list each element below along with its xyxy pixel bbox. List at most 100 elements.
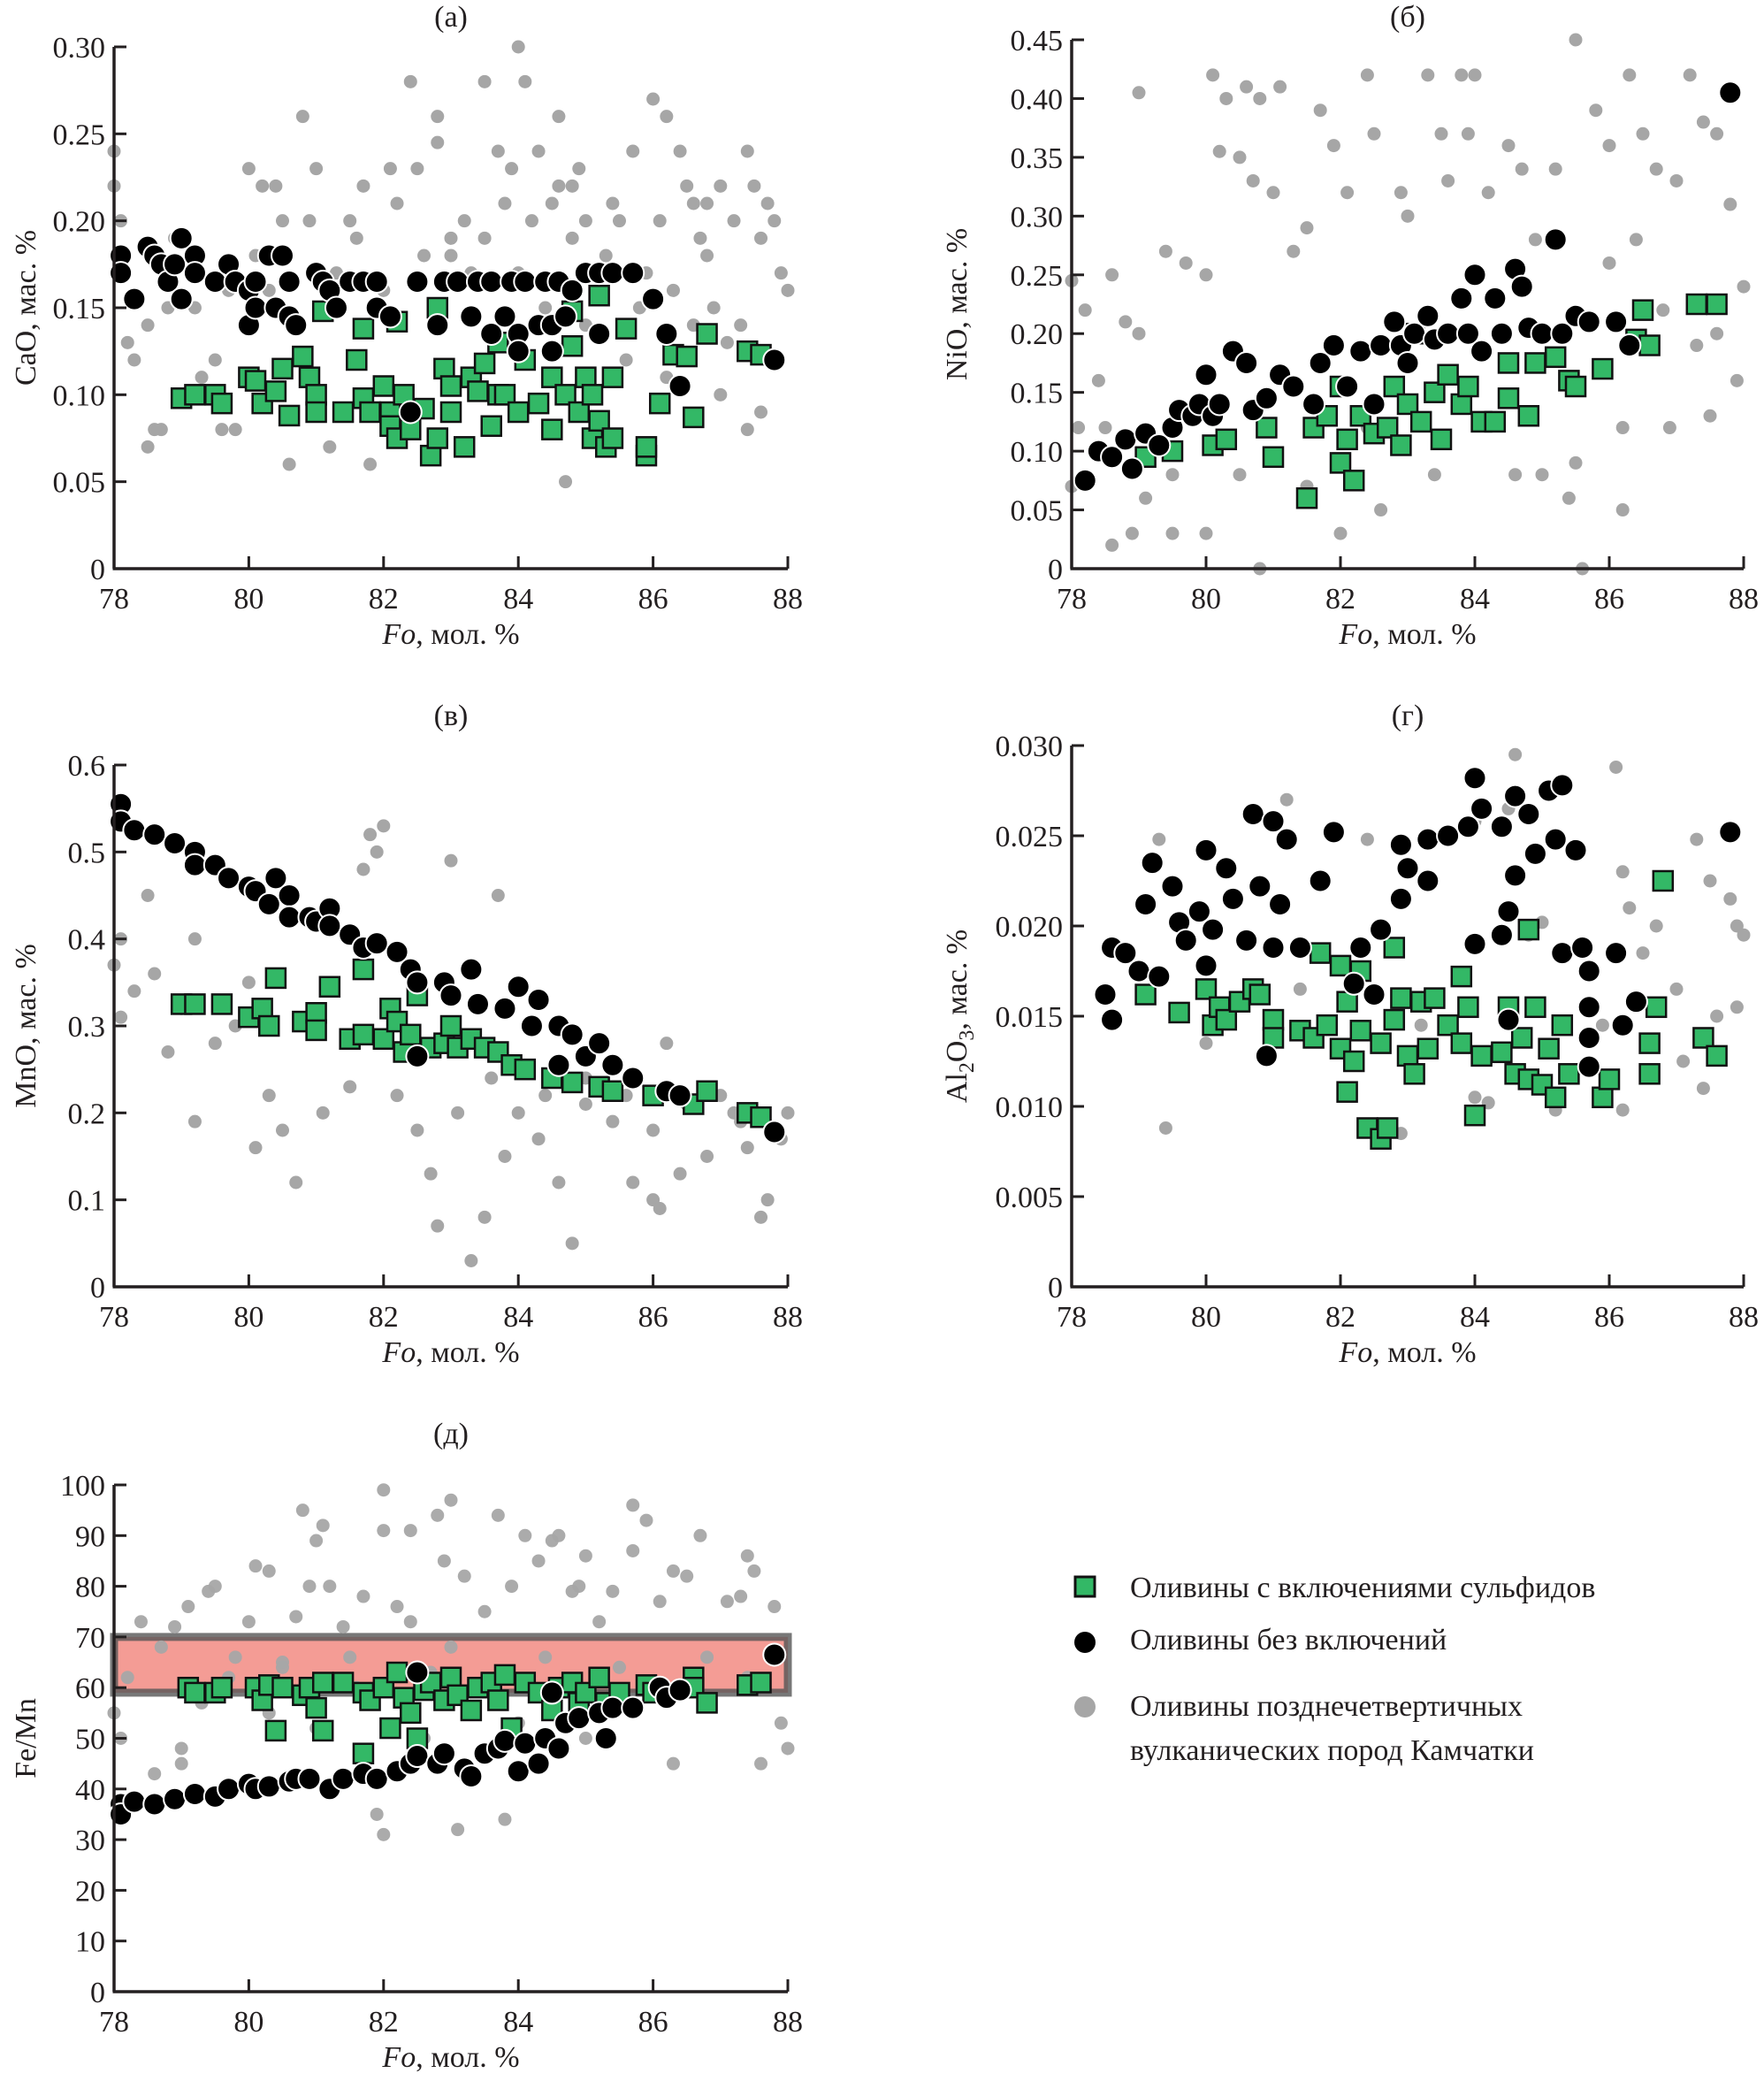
point-kamchatka <box>505 1580 519 1594</box>
point-kamchatka <box>734 1589 748 1603</box>
point-kamchatka <box>390 1600 404 1614</box>
point-kamchatka <box>431 110 445 124</box>
point-kamchatka <box>1730 373 1744 387</box>
point-kamchatka <box>1158 244 1172 258</box>
y-tick-label: 0.30 <box>1011 201 1064 233</box>
point-kamchatka <box>1629 233 1643 247</box>
point-kamchatka <box>1199 1037 1213 1051</box>
point-no-inclusion <box>405 270 430 294</box>
point-sulfide <box>1168 1001 1190 1024</box>
point-sulfide <box>264 1719 287 1742</box>
legend-marker-sulfide <box>1073 1575 1096 1598</box>
point-kamchatka <box>781 283 795 297</box>
point-sulfide <box>1342 470 1365 492</box>
point-kamchatka <box>592 1615 607 1629</box>
point-kamchatka <box>457 214 471 228</box>
point-kamchatka <box>1710 126 1724 141</box>
point-kamchatka <box>1690 832 1704 846</box>
point-no-inclusion <box>1617 333 1642 358</box>
point-kamchatka <box>181 1600 195 1614</box>
point-sulfide <box>346 348 368 371</box>
y-tick-label: 0 <box>1048 1272 1063 1304</box>
point-kamchatka <box>734 318 748 333</box>
point-sulfide <box>696 323 718 345</box>
point-sulfide <box>1598 1068 1621 1090</box>
point-sulfide <box>1134 983 1157 1006</box>
point-no-inclusion <box>1241 802 1265 827</box>
point-kamchatka <box>174 1741 188 1756</box>
x-tick-label: 88 <box>773 583 803 616</box>
point-sulfide <box>439 375 462 397</box>
point-kamchatka <box>686 196 700 210</box>
point-sulfide <box>561 1071 584 1094</box>
point-sulfide <box>588 409 610 432</box>
point-sulfide <box>1638 1032 1661 1054</box>
point-kamchatka <box>1132 326 1146 340</box>
point-kamchatka <box>559 475 573 489</box>
point-kamchatka <box>302 214 317 228</box>
point-kamchatka <box>505 162 519 176</box>
point-no-inclusion <box>1543 227 1568 252</box>
point-sulfide <box>696 1080 718 1102</box>
point-kamchatka <box>1710 1009 1724 1023</box>
point-sulfide <box>683 406 705 429</box>
point-sulfide <box>1517 404 1540 427</box>
point-kamchatka <box>1179 256 1193 270</box>
point-sulfide <box>1564 375 1587 398</box>
point-kamchatka <box>148 1767 162 1781</box>
point-sulfide <box>1497 352 1520 374</box>
y-tick-label: 0.005 <box>996 1182 1064 1214</box>
point-kamchatka <box>464 1254 478 1267</box>
series-green-square <box>1134 293 1728 509</box>
point-sulfide <box>1329 452 1352 474</box>
point-kamchatka <box>552 1175 566 1190</box>
point-sulfide <box>305 401 327 424</box>
point-kamchatka <box>714 179 728 193</box>
point-sulfide <box>1517 918 1540 941</box>
point-no-inclusion <box>1550 321 1575 346</box>
point-sulfide <box>1316 1014 1339 1037</box>
point-kamchatka <box>1669 173 1684 187</box>
point-kamchatka <box>720 335 734 349</box>
point-kamchatka <box>1623 68 1637 82</box>
point-sulfide <box>1497 387 1520 409</box>
panel-c: (в) 0 0.1 0.2 0.3 0.4 0.5 0.6 78 80 82 84 86 88 Fo, мо… <box>10 700 803 1369</box>
point-no-inclusion <box>271 243 294 268</box>
point-kamchatka <box>437 1554 451 1568</box>
point-no-inclusion <box>1395 350 1420 375</box>
point-kamchatka <box>343 1080 357 1094</box>
point-sulfide <box>1638 1063 1661 1085</box>
x-tick-label: 84 <box>1460 1301 1490 1334</box>
point-sulfide <box>210 392 233 415</box>
series-green-square <box>170 284 772 467</box>
point-kamchatka <box>1595 1018 1609 1032</box>
point-kamchatka <box>538 1089 553 1103</box>
point-kamchatka <box>1649 919 1663 933</box>
point-kamchatka <box>781 1106 795 1120</box>
y-tick-label: 0.45 <box>1011 25 1064 57</box>
panel-title: (а) <box>434 1 468 34</box>
point-no-inclusion <box>263 866 288 891</box>
point-no-inclusion <box>256 1774 281 1799</box>
point-kamchatka <box>498 196 512 210</box>
point-sulfide <box>1424 987 1446 1009</box>
point-kamchatka <box>1165 526 1180 540</box>
point-no-inclusion <box>331 1766 355 1791</box>
point-sulfide <box>487 1689 509 1711</box>
point-kamchatka <box>491 144 505 158</box>
point-no-inclusion <box>1577 995 1601 1020</box>
point-sulfide <box>1336 428 1358 451</box>
point-kamchatka <box>700 249 714 263</box>
point-kamchatka <box>457 1569 471 1583</box>
point-no-inclusion <box>405 970 430 995</box>
point-kamchatka <box>613 1660 626 1674</box>
point-kamchatka <box>1246 173 1260 187</box>
point-no-inclusion <box>1543 827 1568 852</box>
point-no-inclusion <box>526 1751 551 1776</box>
point-sulfide <box>318 975 341 998</box>
point-sulfide <box>311 1672 334 1694</box>
x-tick-label: 86 <box>638 2006 668 2039</box>
point-kamchatka <box>148 967 162 981</box>
series-green-square <box>170 958 772 1128</box>
point-sulfide <box>1329 954 1352 977</box>
